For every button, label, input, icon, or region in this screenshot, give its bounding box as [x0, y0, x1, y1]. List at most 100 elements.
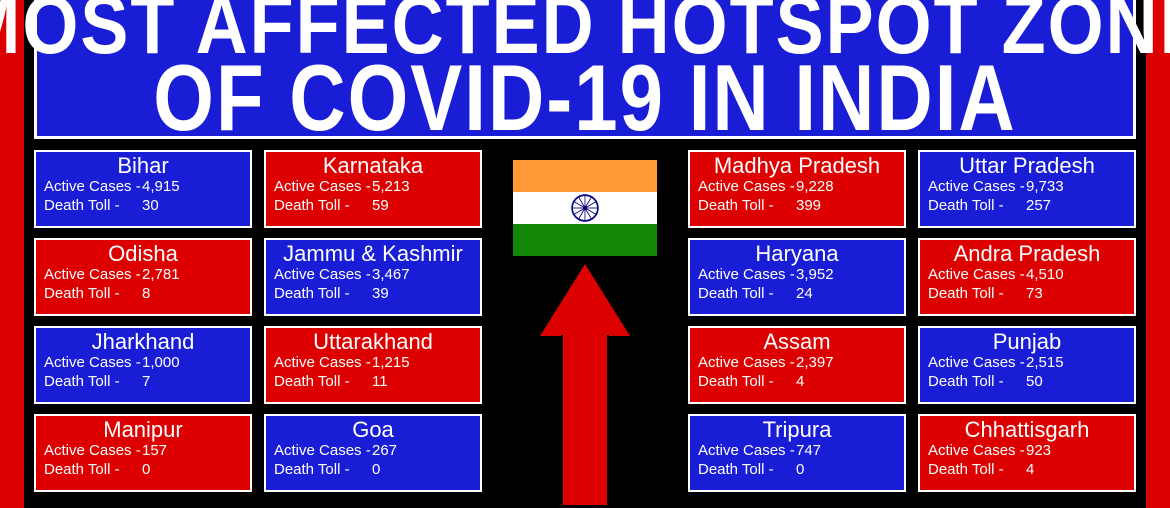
state-card-grid: BiharActive Cases -4,915Death Toll -30Od…	[34, 150, 1136, 500]
state-card: UttarakhandActive Cases -1,215Death Toll…	[264, 326, 482, 404]
state-card: OdishaActive Cases -2,781Death Toll -8	[34, 238, 252, 316]
death-toll-row: Death Toll -59	[274, 197, 472, 216]
state-card: JharkhandActive Cases -1,000Death Toll -…	[34, 326, 252, 404]
active-cases-value: 747	[796, 442, 821, 461]
active-cases-label: Active Cases -	[274, 354, 372, 373]
active-cases-label: Active Cases -	[274, 178, 372, 197]
state-card: GoaActive Cases -267Death Toll -0	[264, 414, 482, 492]
state-card: Uttar PradeshActive Cases -9,733Death To…	[918, 150, 1136, 228]
active-cases-value: 4,915	[142, 178, 180, 197]
title-banner: MOST AFFECTED HOTSPOT ZONE OF COVID-19 I…	[34, 0, 1136, 139]
active-cases-label: Active Cases -	[274, 266, 372, 285]
state-name: Odisha	[44, 242, 242, 265]
state-name: Jammu & Kashmir	[274, 242, 472, 265]
death-toll-row: Death Toll -30	[44, 197, 242, 216]
active-cases-row: Active Cases -3,467	[274, 266, 472, 285]
active-cases-label: Active Cases -	[698, 266, 796, 285]
active-cases-label: Active Cases -	[44, 442, 142, 461]
active-cases-value: 2,515	[1026, 354, 1064, 373]
death-toll-label: Death Toll -	[274, 197, 372, 216]
death-toll-value: 59	[372, 197, 389, 216]
active-cases-value: 1,000	[142, 354, 180, 373]
death-toll-label: Death Toll -	[698, 461, 796, 480]
active-cases-row: Active Cases -4,510	[928, 266, 1126, 285]
active-cases-value: 157	[142, 442, 167, 461]
death-toll-label: Death Toll -	[698, 285, 796, 304]
death-toll-label: Death Toll -	[698, 373, 796, 392]
active-cases-label: Active Cases -	[274, 442, 372, 461]
active-cases-row: Active Cases -747	[698, 442, 896, 461]
death-toll-label: Death Toll -	[928, 461, 1026, 480]
state-name: Karnataka	[274, 154, 472, 177]
death-toll-value: 257	[1026, 197, 1051, 216]
active-cases-label: Active Cases -	[698, 178, 796, 197]
title-line-2: OF COVID-19 IN INDIA	[153, 55, 1016, 139]
death-toll-row: Death Toll -0	[274, 461, 472, 480]
active-cases-row: Active Cases -9,228	[698, 178, 896, 197]
active-cases-row: Active Cases -1,000	[44, 354, 242, 373]
death-toll-row: Death Toll -0	[44, 461, 242, 480]
state-name: Uttarakhand	[274, 330, 472, 353]
death-toll-label: Death Toll -	[44, 285, 142, 304]
active-cases-row: Active Cases -4,915	[44, 178, 242, 197]
death-toll-value: 0	[796, 461, 804, 480]
active-cases-value: 2,781	[142, 266, 180, 285]
death-toll-label: Death Toll -	[928, 197, 1026, 216]
death-toll-label: Death Toll -	[928, 285, 1026, 304]
active-cases-value: 267	[372, 442, 397, 461]
state-card: Madhya PradeshActive Cases -9,228Death T…	[688, 150, 906, 228]
death-toll-row: Death Toll -7	[44, 373, 242, 392]
state-card: PunjabActive Cases -2,515Death Toll -50	[918, 326, 1136, 404]
death-toll-value: 0	[372, 461, 380, 480]
active-cases-row: Active Cases -2,397	[698, 354, 896, 373]
state-card: Jammu & KashmirActive Cases -3,467Death …	[264, 238, 482, 316]
state-name: Uttar Pradesh	[928, 154, 1126, 177]
state-card: Andra PradeshActive Cases -4,510Death To…	[918, 238, 1136, 316]
active-cases-label: Active Cases -	[928, 178, 1026, 197]
active-cases-label: Active Cases -	[44, 266, 142, 285]
state-name: Chhattisgarh	[928, 418, 1126, 441]
active-cases-value: 2,397	[796, 354, 834, 373]
state-card: TripuraActive Cases -747Death Toll -0	[688, 414, 906, 492]
death-toll-value: 399	[796, 197, 821, 216]
state-card: ManipurActive Cases -157Death Toll -0	[34, 414, 252, 492]
active-cases-value: 5,213	[372, 178, 410, 197]
state-card: ChhattisgarhActive Cases -923Death Toll …	[918, 414, 1136, 492]
state-name: Punjab	[928, 330, 1126, 353]
death-toll-row: Death Toll -257	[928, 197, 1126, 216]
state-card: AssamActive Cases -2,397Death Toll -4	[688, 326, 906, 404]
death-toll-row: Death Toll -399	[698, 197, 896, 216]
active-cases-row: Active Cases -157	[44, 442, 242, 461]
active-cases-row: Active Cases -5,213	[274, 178, 472, 197]
active-cases-label: Active Cases -	[928, 442, 1026, 461]
active-cases-value: 9,733	[1026, 178, 1064, 197]
active-cases-row: Active Cases -923	[928, 442, 1126, 461]
death-toll-label: Death Toll -	[274, 373, 372, 392]
state-name: Haryana	[698, 242, 896, 265]
death-toll-row: Death Toll -73	[928, 285, 1126, 304]
active-cases-row: Active Cases -267	[274, 442, 472, 461]
active-cases-label: Active Cases -	[928, 354, 1026, 373]
state-name: Tripura	[698, 418, 896, 441]
state-name: Manipur	[44, 418, 242, 441]
death-toll-label: Death Toll -	[44, 461, 142, 480]
state-card: KarnatakaActive Cases -5,213Death Toll -…	[264, 150, 482, 228]
death-toll-row: Death Toll -4	[698, 373, 896, 392]
state-name: Jharkhand	[44, 330, 242, 353]
canvas: MOST AFFECTED HOTSPOT ZONE OF COVID-19 I…	[24, 0, 1146, 508]
death-toll-row: Death Toll -11	[274, 373, 472, 392]
active-cases-row: Active Cases -3,952	[698, 266, 896, 285]
active-cases-row: Active Cases -2,781	[44, 266, 242, 285]
death-toll-row: Death Toll -24	[698, 285, 896, 304]
active-cases-row: Active Cases -2,515	[928, 354, 1126, 373]
death-toll-value: 24	[796, 285, 813, 304]
death-toll-row: Death Toll -8	[44, 285, 242, 304]
active-cases-value: 4,510	[1026, 266, 1064, 285]
death-toll-value: 30	[142, 197, 159, 216]
death-toll-label: Death Toll -	[274, 285, 372, 304]
state-name: Andra Pradesh	[928, 242, 1126, 265]
active-cases-value: 3,467	[372, 266, 410, 285]
death-toll-row: Death Toll -39	[274, 285, 472, 304]
active-cases-label: Active Cases -	[44, 178, 142, 197]
active-cases-row: Active Cases -1,215	[274, 354, 472, 373]
